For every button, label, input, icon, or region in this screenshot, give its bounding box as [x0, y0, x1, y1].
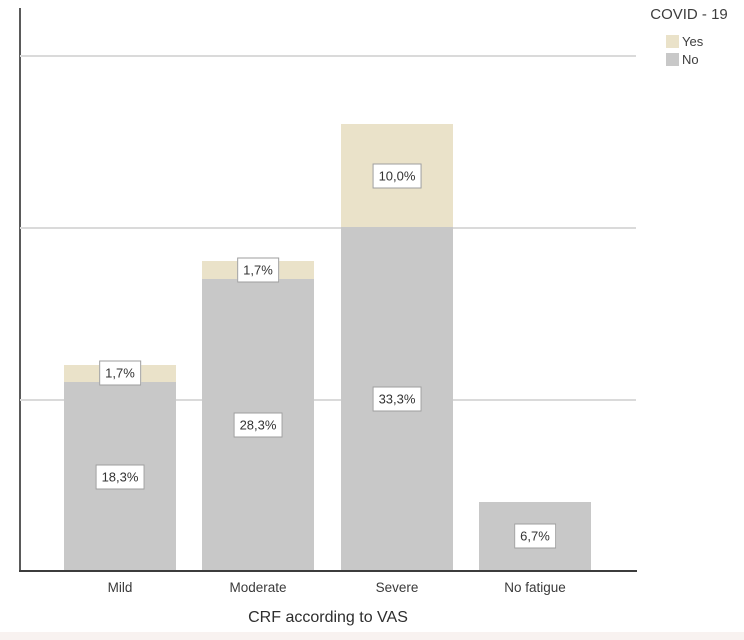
x-tick-label-mild: Mild [107, 580, 133, 595]
value-label: 28,3% [233, 412, 283, 438]
gridline [20, 227, 636, 230]
x-tick-label-no-fatigue: No fatigue [504, 580, 566, 595]
value-label: 1,7% [237, 257, 279, 283]
value-label: 6,7% [514, 523, 556, 549]
gridline [20, 398, 636, 401]
x-axis-line [19, 570, 637, 572]
legend-label: No [682, 51, 699, 67]
y-axis-line [19, 8, 21, 572]
value-label: 33,3% [372, 386, 422, 412]
bottom-strip [0, 632, 744, 640]
legend-label: Yes [682, 33, 704, 49]
x-axis-title: CRF according to VAS [248, 609, 408, 626]
x-tick-label-severe: Severe [375, 580, 419, 595]
legend-entry-yes: Yes [666, 32, 738, 50]
legend-title: COVID - 19 [650, 6, 728, 23]
x-tick-label-moderate: Moderate [229, 580, 287, 595]
legend-entry-no: No [666, 50, 738, 68]
legend-swatch-yes [666, 34, 679, 48]
legend-swatch-no [666, 52, 679, 66]
value-label: 1,7% [99, 360, 141, 386]
gridline [20, 55, 636, 58]
legend-entries: Yes No [666, 32, 738, 68]
legend: COVID - 19 Yes No [640, 6, 738, 68]
value-label: 18,3% [95, 464, 145, 490]
value-label: 10,0% [372, 163, 422, 189]
